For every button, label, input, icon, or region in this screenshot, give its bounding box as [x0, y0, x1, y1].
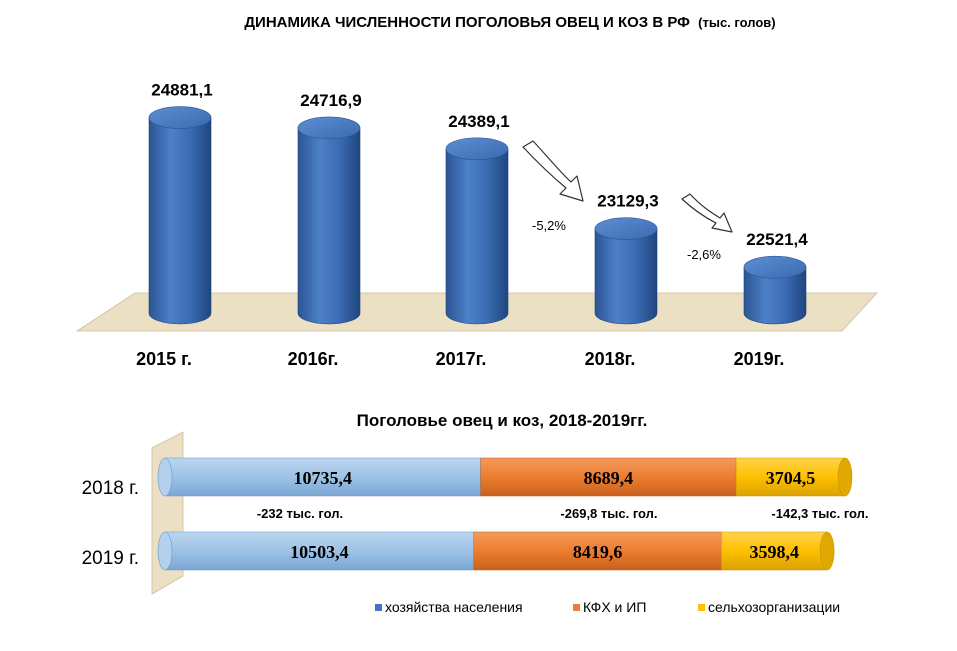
- category-label-2: 2016г.: [288, 349, 339, 369]
- value-label-3: 24389,1: [448, 112, 509, 131]
- segment-label-2-1: 10503,4: [290, 542, 349, 562]
- change-agro-orgs: -142,3 тыс. гол.: [771, 506, 868, 521]
- segment-label-2-3: 3598,4: [749, 542, 799, 562]
- chart-2: Поголовье овец и коз, 2018-2019гг. 10735…: [82, 411, 869, 615]
- segment-2-3: 3598,4: [721, 531, 835, 571]
- bar-start-cap-1: [157, 457, 173, 497]
- bar-2: [297, 116, 361, 325]
- segment-label-1-3: 3704,5: [766, 468, 816, 488]
- row-label-2018: 2018 г.: [82, 478, 139, 499]
- legend-swatch-agro-orgs: [698, 604, 705, 611]
- pct-change-2019: -2,6%: [687, 247, 721, 262]
- pct-change-2018: -5,2%: [532, 218, 566, 233]
- bar-5: [743, 255, 807, 325]
- category-label-4: 2018г.: [585, 349, 636, 369]
- segment-1-2: 8689,4: [480, 457, 737, 497]
- bar-1: [148, 106, 212, 325]
- legend-label-households: хозяйства населения: [385, 599, 523, 615]
- value-label-2: 24716,9: [300, 91, 361, 110]
- segment-2-2: 8419,6: [473, 531, 722, 571]
- chart-2-bars: 10735,4 8689,4 3704,5 10503,4 8419,6 3598,4: [157, 457, 853, 571]
- chart-1-title: ДИНАМИКА ЧИСЛЕННОСТИ ПОГОЛОВЬЯ ОВЕЦ И КО…: [244, 14, 775, 31]
- stacked-bar-row-2: 10503,4 8419,6 3598,4: [157, 531, 835, 571]
- row-label-2019: 2019 г.: [82, 548, 139, 569]
- legend-label-farms: КФХ и ИП: [583, 599, 646, 615]
- segment-label-1-2: 8689,4: [584, 468, 634, 488]
- segment-1-1: 10735,4: [164, 457, 481, 497]
- chart-1: ДИНАМИКА ЧИСЛЕННОСТИ ПОГОЛОВЬЯ ОВЕЦ И КО…: [75, 14, 878, 369]
- value-label-1: 24881,1: [151, 81, 212, 100]
- bar-3: [445, 137, 509, 325]
- category-label-1: 2015 г.: [136, 349, 192, 369]
- segment-2-1: 10503,4: [164, 531, 475, 571]
- chart-1-bars: [148, 106, 807, 325]
- chart-1-value-labels: 24881,1 24716,9 24389,1 23129,3 22521,4: [151, 81, 808, 250]
- category-label-3: 2017г.: [436, 349, 487, 369]
- change-farms: -269,8 тыс. гол.: [560, 506, 657, 521]
- segment-label-1-1: 10735,4: [294, 468, 353, 488]
- bar-start-cap-2: [157, 531, 173, 571]
- stacked-bar-row-1: 10735,4 8689,4 3704,5: [157, 457, 853, 497]
- legend-label-agro-orgs: сельхозорганизации: [708, 599, 840, 615]
- chart-2-legend: хозяйства населения КФХ и ИП сельхозорга…: [375, 599, 840, 615]
- value-label-5: 22521,4: [746, 230, 808, 249]
- legend-swatch-households: [375, 604, 382, 611]
- category-label-5: 2019г.: [734, 349, 785, 369]
- bar-4: [594, 217, 658, 325]
- down-arrow-icon: [522, 140, 584, 202]
- segment-label-2-2: 8419,6: [573, 542, 623, 562]
- down-arrow-icon: [681, 193, 733, 233]
- value-label-4: 23129,3: [597, 192, 658, 211]
- chart-2-title: Поголовье овец и коз, 2018-2019гг.: [357, 411, 648, 430]
- chart-1-category-labels: 2015 г. 2016г. 2017г. 2018г. 2019г.: [136, 349, 784, 369]
- change-households: -232 тыс. гол.: [257, 506, 343, 521]
- segment-1-3: 3704,5: [735, 457, 853, 497]
- legend-swatch-farms: [573, 604, 580, 611]
